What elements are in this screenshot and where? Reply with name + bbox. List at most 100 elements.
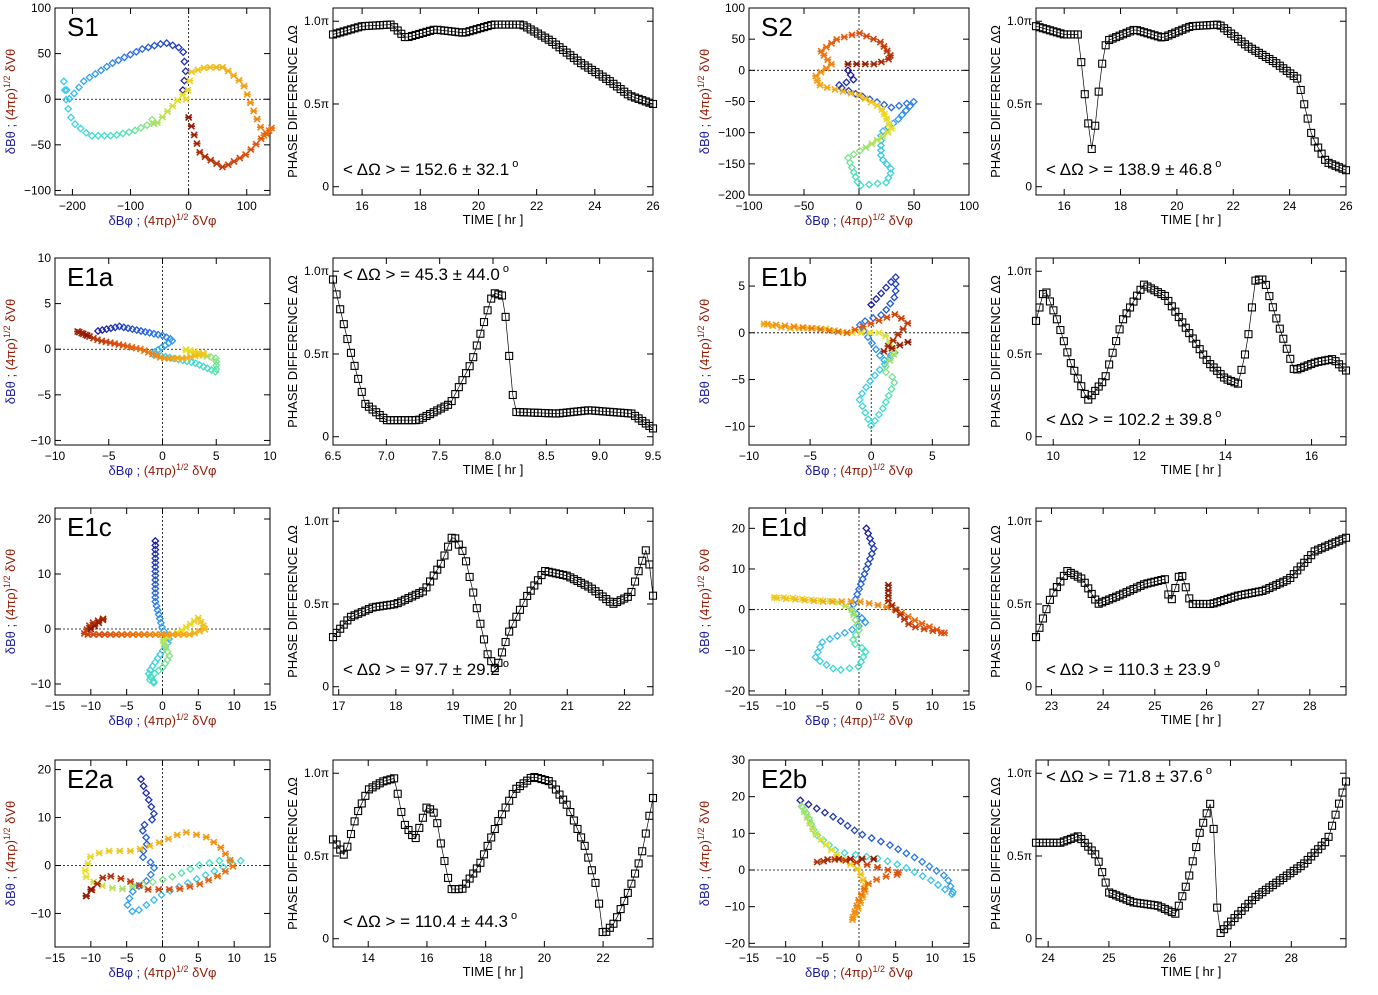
hodogram-point-velocity xyxy=(107,872,115,880)
hodogram-point-velocity xyxy=(200,64,208,72)
phase-xtick-label: 24 xyxy=(1096,699,1110,713)
hodogram-point-velocity xyxy=(888,344,896,352)
phase-xlabel: TIME [ hr ] xyxy=(463,462,524,477)
hodogram-xtick-label: −200 xyxy=(59,199,86,213)
hodogram-point-bfield xyxy=(151,658,160,667)
hodogram-ylabel-part: (4πρ) xyxy=(697,338,712,374)
hodogram-point-bfield xyxy=(142,840,151,849)
phase-marker xyxy=(418,813,427,822)
hodogram-point-bfield xyxy=(151,562,160,572)
phase-marker xyxy=(505,351,514,360)
phase-marker xyxy=(490,824,499,834)
hodogram-point-velocity xyxy=(884,581,892,589)
hodogram-panel-E1c: −15 −10 −5 0 5 10 15 −10 0 10 20 E1c xyxy=(31,507,277,713)
hodogram-point-bfield xyxy=(162,333,171,342)
phase-marker xyxy=(1035,623,1044,632)
hodogram-point-bfield xyxy=(881,397,890,407)
phase-stat-degree: o xyxy=(1212,408,1221,420)
hodogram-point-bfield xyxy=(163,647,172,656)
hodogram-point-bfield xyxy=(849,150,858,159)
hodogram-point-bfield xyxy=(153,606,162,615)
hodogram-point-velocity xyxy=(867,98,875,106)
hodogram-point-velocity xyxy=(867,320,875,328)
phase-ytick-label: 1.0π xyxy=(304,514,329,528)
hodogram-ytick-label: 0 xyxy=(738,603,745,617)
phase-marker xyxy=(1237,365,1246,374)
phase-marker xyxy=(433,819,442,828)
hodogram-point-velocity xyxy=(253,115,261,123)
hodogram-point-velocity xyxy=(221,867,229,875)
phase-ytick-label: 0 xyxy=(322,430,329,444)
hodogram-point-velocity xyxy=(82,873,90,881)
phase-stat-mean: 110.4 xyxy=(415,912,456,931)
panel-label: S2 xyxy=(761,12,793,42)
phase-marker xyxy=(465,572,474,581)
phase-ytick-label: 1.0π xyxy=(304,264,329,278)
hodogram-point-velocity xyxy=(153,119,161,127)
hodogram-point-bfield xyxy=(142,121,152,130)
hodogram-point-velocity xyxy=(861,60,869,68)
hodogram-ylabel-part: δBθ ; xyxy=(3,624,18,654)
hodogram-point-bfield xyxy=(861,383,871,392)
hodogram-xlabel-exp: 1/2 xyxy=(872,462,885,472)
hodogram-point-velocity xyxy=(904,338,912,346)
hodogram-point-velocity xyxy=(257,135,265,143)
phase-ytick-label: 0 xyxy=(1025,430,1032,444)
hodogram-point-velocity xyxy=(144,885,152,894)
hodogram-point-bfield xyxy=(918,857,927,866)
hodogram-point-velocity xyxy=(194,66,202,74)
hodogram-point-velocity xyxy=(194,614,202,622)
hodogram-point-velocity xyxy=(831,85,839,94)
phase-marker xyxy=(1268,303,1277,312)
panel-label: E2a xyxy=(67,764,114,794)
phase-stat-degree: o xyxy=(1211,658,1220,670)
hodogram-point-bfield xyxy=(215,856,224,865)
hodogram-xtick-label: 10 xyxy=(926,699,940,713)
hodogram-point-bfield xyxy=(840,628,849,637)
hodogram-point-bfield xyxy=(136,775,146,784)
hodogram-xtick-label: 15 xyxy=(263,951,277,965)
hodogram-point-velocity xyxy=(889,336,897,344)
phase-xtick-label: 22 xyxy=(596,951,610,965)
phase-marker xyxy=(634,567,643,576)
hodogram-point-bfield xyxy=(872,294,881,304)
phase-xtick-label: 12 xyxy=(1133,449,1147,463)
hodogram-ytick-label: −5 xyxy=(37,388,51,402)
phase-marker xyxy=(1070,366,1079,375)
hodogram-point-bfield xyxy=(210,867,219,876)
phase-xtick-label: 10 xyxy=(1047,449,1061,463)
phase-stat-degree: o xyxy=(500,263,509,275)
hodogram-point-bfield xyxy=(858,402,867,411)
hodogram-point-velocity xyxy=(853,60,861,68)
phase-marker xyxy=(1073,374,1082,383)
phase-marker xyxy=(483,841,492,850)
hodogram-point-velocity xyxy=(855,91,863,99)
hodogram-point-velocity xyxy=(210,838,218,846)
phase-stat-label: < ΔΩ > = xyxy=(343,660,415,679)
hodogram-point-bfield xyxy=(205,858,214,868)
phase-marker xyxy=(1091,121,1100,130)
hodogram-ylabel-part: δBθ ; xyxy=(697,876,712,906)
phase-marker xyxy=(1178,892,1187,901)
hodogram-point-velocity xyxy=(873,102,881,110)
hodogram-point-bfield xyxy=(87,131,97,140)
hodogram-point-velocity xyxy=(229,862,237,870)
hodogram-point-velocity xyxy=(173,831,181,839)
hodogram-point-bfield xyxy=(100,131,109,140)
hodogram-point-bfield xyxy=(866,421,876,430)
phase-marker xyxy=(612,913,622,922)
hodogram-point-velocity xyxy=(236,154,244,162)
phase-marker xyxy=(1307,128,1316,137)
phase-marker xyxy=(1265,292,1274,301)
hodogram-xlabel-exp: 1/2 xyxy=(176,964,189,974)
hodogram-point-velocity xyxy=(847,89,855,97)
phase-marker xyxy=(1341,533,1351,542)
hodogram-frame xyxy=(54,7,271,196)
phase-stat-annotation: < ΔΩ > = 45.3 ± 44.0 o xyxy=(343,263,509,284)
hodogram-point-velocity xyxy=(803,813,811,822)
hodogram-ylabel-exp: 1/2 xyxy=(2,827,12,840)
hodogram-point-bfield xyxy=(119,323,128,332)
phase-marker xyxy=(1105,360,1114,369)
hodogram-point-velocity xyxy=(226,856,234,864)
hodogram-point-velocity xyxy=(875,316,883,325)
